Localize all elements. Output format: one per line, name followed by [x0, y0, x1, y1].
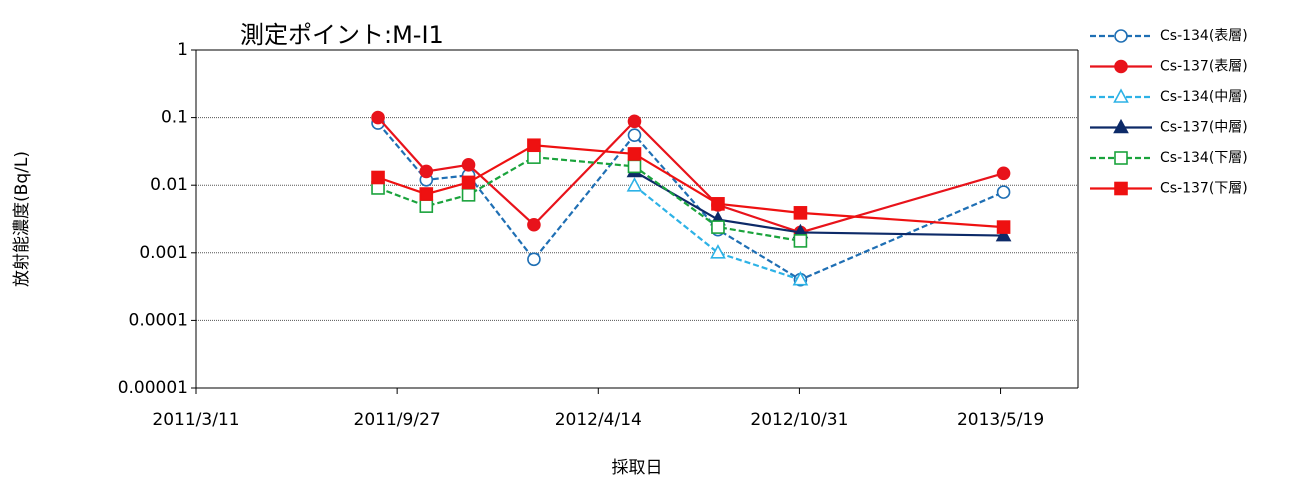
y-axis-label: 放射能濃度(Bq/L) [12, 151, 32, 287]
data-point [627, 128, 642, 142]
y-tick-label: 0.001 [139, 243, 188, 263]
legend-label: Cs-137(下層) [1160, 181, 1248, 197]
data-point [371, 170, 385, 185]
x-tick-label: 2012/10/31 [750, 410, 848, 430]
data-point [371, 110, 385, 125]
series-line [377, 144, 1004, 229]
data-point [792, 271, 809, 286]
legend-marker [1113, 88, 1129, 103]
data-point [627, 147, 642, 161]
y-tick-label: 0.01 [150, 175, 188, 195]
data-point [527, 252, 541, 267]
data-point [527, 138, 541, 153]
data-point [419, 164, 434, 179]
x-tick-label: 2013/5/19 [957, 410, 1044, 430]
data-point [461, 175, 476, 190]
x-tick-label: 2011/9/27 [354, 410, 441, 430]
x-axis-label: 採取日 [612, 458, 663, 478]
legend-label: Cs-134(中層) [1160, 89, 1248, 105]
data-point [996, 166, 1011, 181]
series-line [377, 116, 1004, 234]
series-line [377, 122, 1005, 281]
data-point [626, 177, 643, 192]
x-tick-label: 2012/4/14 [555, 410, 642, 430]
data-point [996, 185, 1011, 199]
y-tick-label: 1 [177, 40, 188, 60]
data-point [996, 220, 1011, 234]
data-point [995, 226, 1012, 242]
series-line [633, 184, 801, 281]
legend-label: Cs-134(下層) [1160, 150, 1248, 166]
data-point [711, 197, 725, 211]
legend-marker [1114, 59, 1128, 74]
data-point [711, 220, 725, 234]
data-point [627, 114, 642, 129]
data-point [461, 188, 476, 202]
data-point [527, 217, 541, 232]
chart-title: 測定ポイント:M-I1 [240, 21, 444, 49]
x-tick-label: 2011/3/11 [152, 410, 239, 430]
y-tick-label: 0.0001 [129, 310, 188, 330]
legend-marker [1114, 181, 1128, 196]
data-point [419, 187, 434, 201]
legend-label: Cs-137(中層) [1160, 120, 1248, 136]
legend-label: Cs-137(表層) [1160, 59, 1248, 75]
y-tick-label: 0.00001 [118, 378, 188, 398]
data-point [419, 199, 434, 213]
legend-marker [1113, 118, 1129, 134]
legend-label: Cs-134(表層) [1160, 28, 1248, 44]
legend-marker [1114, 151, 1128, 165]
data-point [793, 234, 808, 248]
legend-marker [1114, 29, 1128, 43]
data-point [627, 159, 642, 174]
data-point [710, 244, 726, 259]
data-point [461, 158, 476, 172]
y-tick-label: 0.1 [161, 108, 188, 128]
series-line [633, 170, 1004, 237]
data-point [527, 150, 541, 164]
data-point [793, 206, 808, 220]
